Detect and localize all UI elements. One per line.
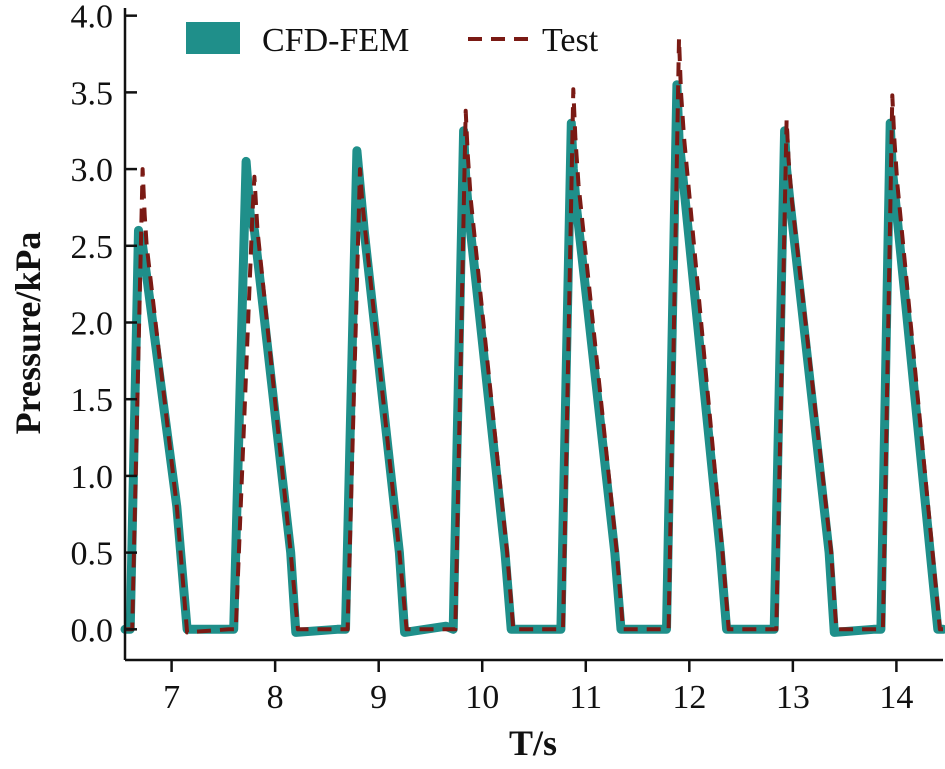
- x-tick-label: 11: [569, 679, 602, 716]
- x-tick-label: 12: [672, 679, 706, 716]
- series-layer: [120, 36, 945, 637]
- y-tick-label: 0.0: [71, 612, 114, 649]
- x-tick-label: 9: [370, 679, 387, 716]
- x-tick-label: 8: [267, 679, 284, 716]
- legend-swatch-cfd-fem: [186, 22, 240, 54]
- y-tick-label: 3.5: [71, 75, 114, 112]
- legend: CFD-FEM Test: [186, 22, 599, 59]
- y-ticks: 0.0 0.5 1.0 1.5 2.0 2.5 3.0 3.5 4.0: [71, 0, 137, 649]
- axes: [123, 8, 943, 662]
- series-line-test: [125, 36, 943, 635]
- y-axis-title: Pressure/kPa: [8, 232, 48, 435]
- x-tick-label: 14: [879, 679, 913, 716]
- y-tick-label: 3.0: [71, 152, 114, 189]
- legend-label-cfd-fem: CFD-FEM: [262, 22, 409, 59]
- y-tick-label: 1.0: [71, 459, 114, 496]
- y-tick-label: 1.5: [71, 382, 114, 419]
- x-tick-label: 13: [776, 679, 810, 716]
- x-tick-label: 10: [465, 679, 499, 716]
- y-tick-label: 2.5: [71, 229, 114, 266]
- legend-label-test: Test: [542, 22, 599, 59]
- x-axis-title: T/s: [509, 723, 557, 763]
- x-ticks: 7 8 9 10 11 12 13 14: [163, 660, 913, 716]
- y-tick-label: 2.0: [71, 305, 114, 342]
- y-tick-label: 4.0: [71, 0, 114, 36]
- x-tick-label: 7: [163, 679, 180, 716]
- y-tick-label: 0.5: [71, 536, 114, 573]
